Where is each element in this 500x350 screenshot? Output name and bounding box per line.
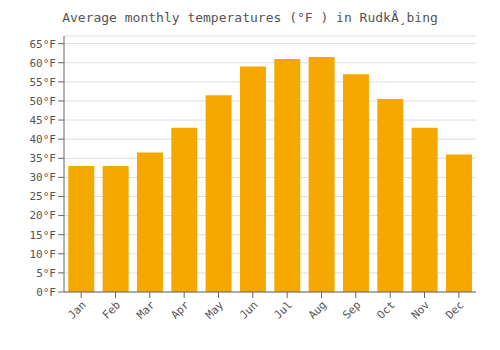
svg-text:30°F: 30°F — [30, 171, 57, 184]
svg-text:Aug: Aug — [306, 298, 329, 321]
html-text:Average monthly temperatures (: Average monthly temperatures (°F ) in Ru… — [62, 10, 438, 25]
svg-text:May: May — [203, 298, 227, 322]
svg-text:15°F: 15°F — [30, 229, 57, 242]
svg-text:Dec: Dec — [443, 298, 466, 321]
svg-text:10°F: 10°F — [30, 248, 57, 261]
svg-text:Jan: Jan — [66, 298, 89, 321]
svg-text:Nov: Nov — [409, 298, 433, 322]
svg-text:Mar: Mar — [134, 298, 158, 322]
svg-text:Jul: Jul — [272, 298, 295, 321]
svg-text:35°F: 35°F — [30, 152, 57, 165]
svg-text:Sep: Sep — [340, 298, 363, 321]
svg-text:40°F: 40°F — [30, 133, 57, 146]
svg-text:20°F: 20°F — [30, 209, 57, 222]
svg-text:Apr: Apr — [169, 298, 193, 322]
svg-text:45°F: 45°F — [30, 114, 57, 127]
svg-text:50°F: 50°F — [30, 95, 57, 108]
svg-text:Oct: Oct — [375, 298, 398, 321]
svg-text:65°F: 65°F — [30, 38, 57, 51]
svg-text:5°F: 5°F — [36, 267, 56, 280]
svg-text:0°F: 0°F — [36, 286, 56, 299]
svg-text:Feb: Feb — [100, 298, 123, 321]
svg-text:55°F: 55°F — [30, 76, 57, 89]
svg-text:60°F: 60°F — [30, 57, 57, 70]
svg-text:25°F: 25°F — [30, 190, 57, 203]
svg-text:Jun: Jun — [237, 298, 260, 321]
